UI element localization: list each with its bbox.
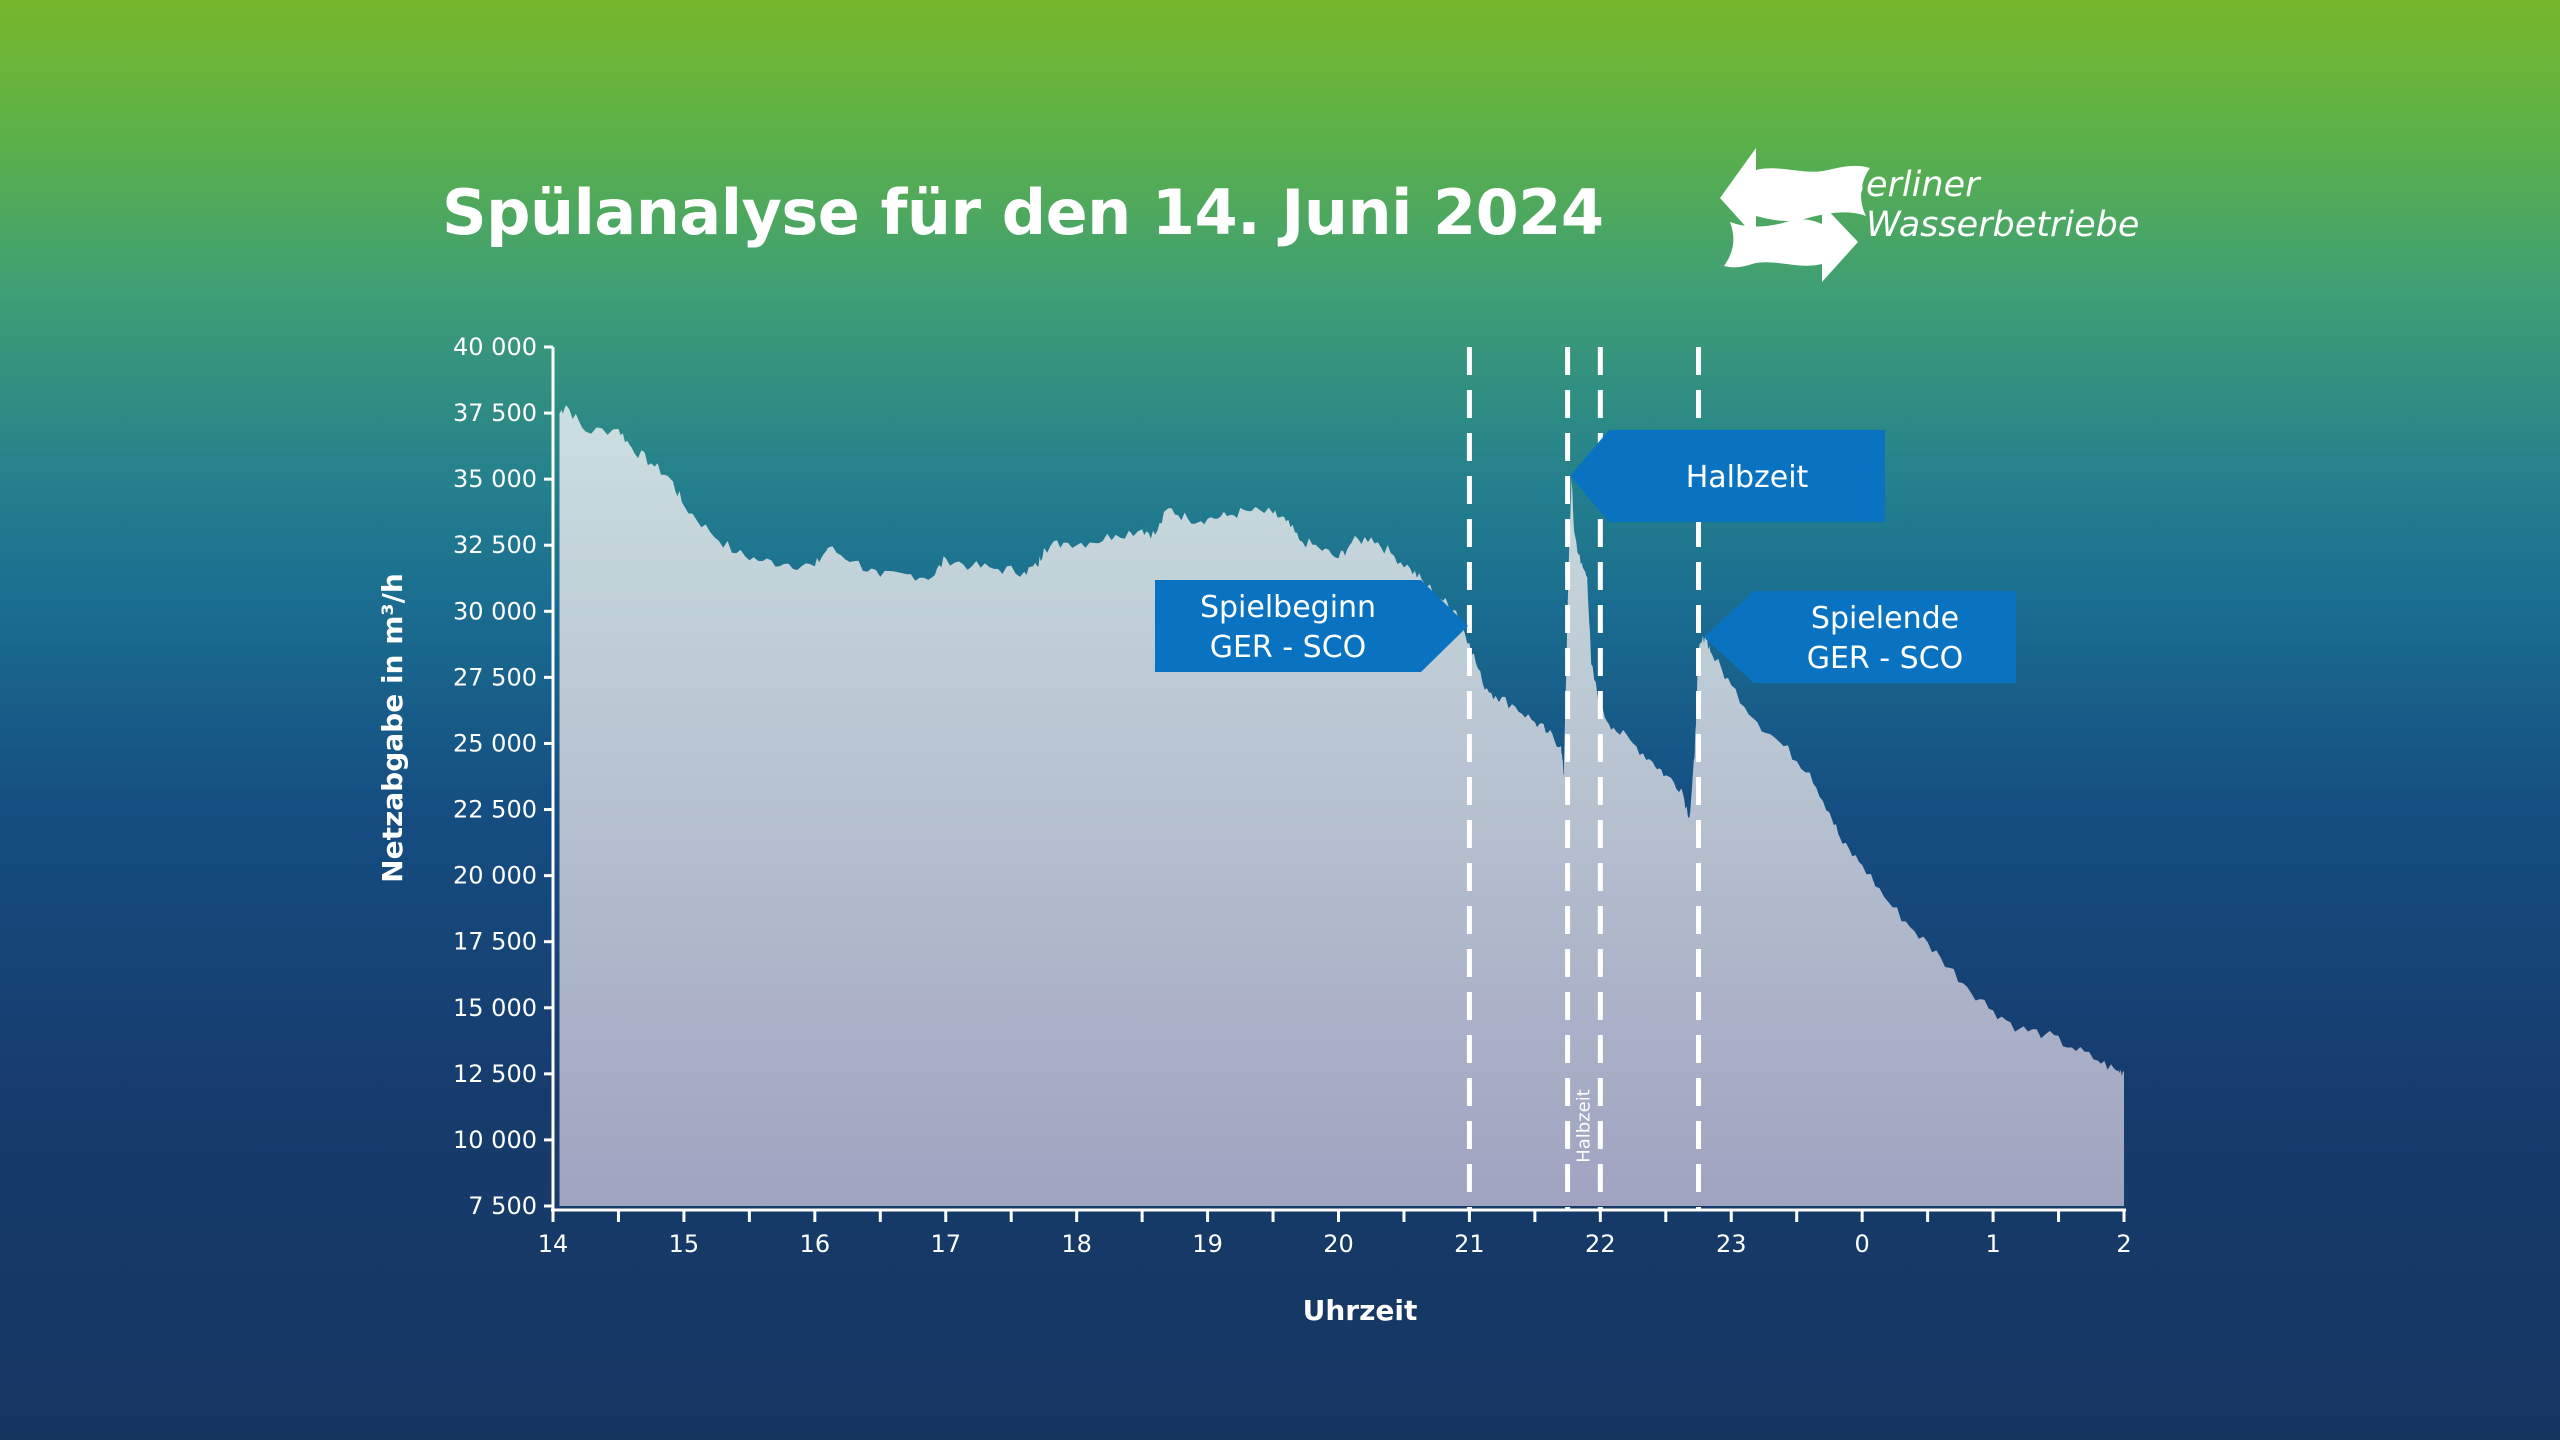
y-axis-title: Netzabgabe in m³/h (376, 573, 409, 883)
y-tick-label: 15 000 (453, 994, 537, 1022)
x-tick-label: 14 (538, 1230, 569, 1258)
x-tick-label: 2 (2116, 1230, 2131, 1258)
x-tick-label: 23 (1716, 1230, 1747, 1258)
y-tick-label: 7 500 (468, 1192, 537, 1220)
axes: 7 500 10 000 12 500 15 000 17 500 20 000 22 50… (453, 333, 2132, 1258)
y-tick-label: 40 000 (453, 333, 537, 361)
chart-title: Spülanalyse für den 14. Juni 2024 (442, 176, 1604, 249)
x-tick-label: 0 (1855, 1230, 1870, 1258)
x-tick-label: 16 (800, 1230, 831, 1258)
y-tick-label: 12 500 (453, 1060, 537, 1088)
y-tick-label: 22 500 (453, 796, 537, 824)
callout-arrow (1155, 580, 1468, 672)
x-axis-title: Uhrzeit (1303, 1294, 1418, 1327)
area-series (559, 405, 2124, 1207)
logo-text-line1: Berliner (1842, 165, 1982, 205)
callout-arrow (1570, 430, 1885, 522)
y-tick-label: 20 000 (453, 862, 537, 890)
callouts: Spielbeginn GER - SCO Halbzeit Spielende GER… (1155, 430, 2016, 683)
y-tick-label: 25 000 (453, 729, 537, 757)
x-tick-label: 1 (1985, 1230, 2000, 1258)
callout-text: GER - SCO (1210, 630, 1367, 665)
callout-text: Halbzeit (1686, 460, 1809, 495)
event-line-label: Halbzeit (1574, 1089, 1595, 1163)
y-tick-label: 32 500 (453, 531, 537, 559)
x-tick-label: 15 (669, 1230, 700, 1258)
callout-text: GER - SCO (1807, 641, 1964, 676)
y-tick-label: 27 500 (453, 663, 537, 691)
x-tick-label: 20 (1323, 1230, 1354, 1258)
callout-arrow (1704, 591, 2016, 683)
berliner-wasserbetriebe-logo: Berliner Wasserbetriebe (1720, 148, 2139, 282)
callout-text: Spielbeginn (1200, 590, 1376, 625)
x-tick-label: 17 (930, 1230, 961, 1258)
callout-2: Spielende GER - SCO (1704, 591, 2016, 683)
y-tick-label: 17 500 (453, 928, 537, 956)
y-tick-label: 30 000 (453, 597, 537, 625)
callout-0: Spielbeginn GER - SCO (1155, 580, 1468, 672)
x-tick-label: 22 (1585, 1230, 1616, 1258)
callout-text: Spielende (1811, 601, 1959, 636)
x-tick-label: 21 (1454, 1230, 1485, 1258)
y-tick-label: 10 000 (453, 1126, 537, 1154)
y-tick-label: 35 000 (453, 465, 537, 493)
callout-1: Halbzeit (1570, 430, 1885, 522)
berliner-wasserbetriebe-arrows-icon (1720, 148, 1870, 282)
y-tick-label: 37 500 (453, 399, 537, 427)
x-tick-label: 18 (1061, 1230, 1092, 1258)
x-tick-label: 19 (1192, 1230, 1223, 1258)
logo-text-line2: Wasserbetriebe (1866, 205, 2139, 245)
